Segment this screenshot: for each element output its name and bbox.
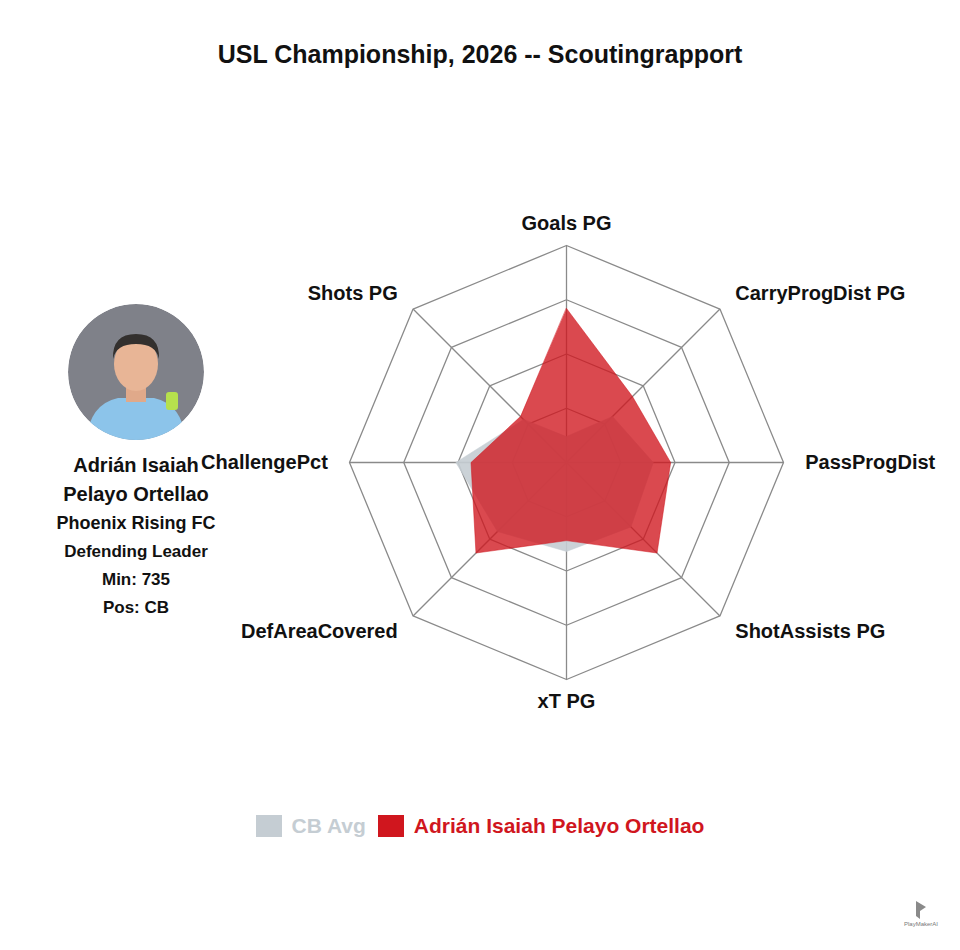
svg-text:xT PG: xT PG — [538, 690, 596, 712]
svg-text:ShotAssists PG: ShotAssists PG — [735, 620, 885, 642]
svg-text:ChallengePct: ChallengePct — [201, 451, 328, 473]
svg-text:Shots PG: Shots PG — [308, 282, 398, 304]
html-text:Min: 735: Min: 735 — [102, 570, 170, 589]
svg-text:PassProgDist: PassProgDist — [805, 451, 935, 473]
html-text:Adrián Isaiah Pelayo Ortellao: Adrián Isaiah Pelayo Ortellao — [413, 814, 705, 837]
html-text:USL Championship, 2026 -- Scou: USL Championship, 2026 -- Scoutingrappor… — [217, 40, 743, 68]
svg-text:Goals PG: Goals PG — [521, 212, 611, 234]
html-text:PlayMakerAI: PlayMakerAI — [904, 921, 938, 927]
html-text:Pos: CB: Pos: CB — [102, 598, 170, 617]
html-text:CB Avg: CB Avg — [291, 814, 366, 837]
svg-text:DefAreaCovered: DefAreaCovered — [241, 620, 398, 642]
html-text:Adrián Isaiah Pelayo Ortellao: Adrián Isaiah Pelayo Ortellao — [63, 454, 209, 505]
svg-text:CarryProgDist PG: CarryProgDist PG — [735, 282, 905, 304]
html-text:Phoenix Rising FC: Phoenix Rising FC — [56, 513, 216, 533]
html-text:Defending Leader: Defending Leader — [64, 542, 208, 561]
